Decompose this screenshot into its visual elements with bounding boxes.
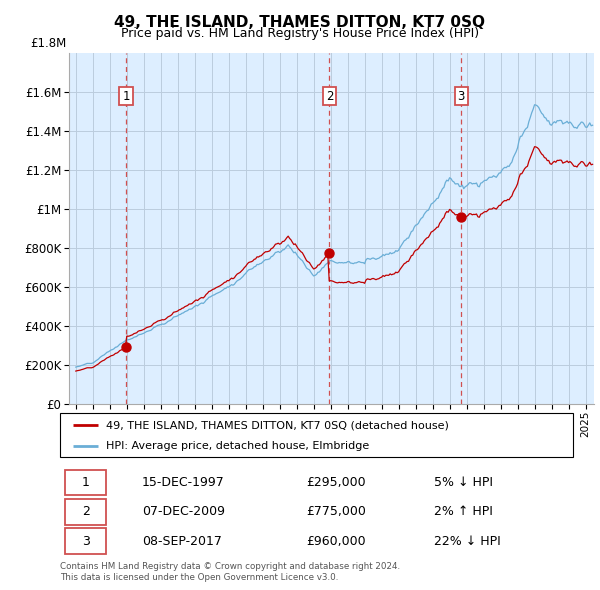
Text: 3: 3	[458, 90, 465, 103]
Text: 1: 1	[122, 90, 130, 103]
Text: 08-SEP-2017: 08-SEP-2017	[142, 535, 222, 548]
Text: 2: 2	[326, 90, 333, 103]
Text: 22% ↓ HPI: 22% ↓ HPI	[434, 535, 501, 548]
Text: Contains HM Land Registry data © Crown copyright and database right 2024.: Contains HM Land Registry data © Crown c…	[60, 562, 400, 571]
Text: 1: 1	[82, 476, 89, 489]
Text: £775,000: £775,000	[306, 505, 366, 519]
Text: Price paid vs. HM Land Registry's House Price Index (HPI): Price paid vs. HM Land Registry's House …	[121, 27, 479, 40]
FancyBboxPatch shape	[65, 528, 106, 554]
Text: £1.8M: £1.8M	[30, 37, 67, 50]
FancyBboxPatch shape	[60, 413, 573, 457]
Text: 2: 2	[82, 505, 89, 519]
Text: 5% ↓ HPI: 5% ↓ HPI	[434, 476, 493, 489]
Text: 2% ↑ HPI: 2% ↑ HPI	[434, 505, 493, 519]
Text: £295,000: £295,000	[306, 476, 366, 489]
Text: 49, THE ISLAND, THAMES DITTON, KT7 0SQ: 49, THE ISLAND, THAMES DITTON, KT7 0SQ	[115, 15, 485, 30]
Text: £960,000: £960,000	[306, 535, 366, 548]
FancyBboxPatch shape	[65, 470, 106, 496]
Text: HPI: Average price, detached house, Elmbridge: HPI: Average price, detached house, Elmb…	[106, 441, 370, 451]
Text: This data is licensed under the Open Government Licence v3.0.: This data is licensed under the Open Gov…	[60, 573, 338, 582]
Text: 07-DEC-2009: 07-DEC-2009	[142, 505, 225, 519]
Text: 3: 3	[82, 535, 89, 548]
Text: 15-DEC-1997: 15-DEC-1997	[142, 476, 225, 489]
Text: 49, THE ISLAND, THAMES DITTON, KT7 0SQ (detached house): 49, THE ISLAND, THAMES DITTON, KT7 0SQ (…	[106, 421, 449, 430]
FancyBboxPatch shape	[65, 499, 106, 525]
